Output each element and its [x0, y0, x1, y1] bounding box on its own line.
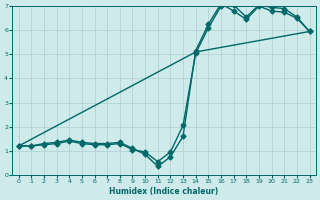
X-axis label: Humidex (Indice chaleur): Humidex (Indice chaleur): [109, 187, 219, 196]
